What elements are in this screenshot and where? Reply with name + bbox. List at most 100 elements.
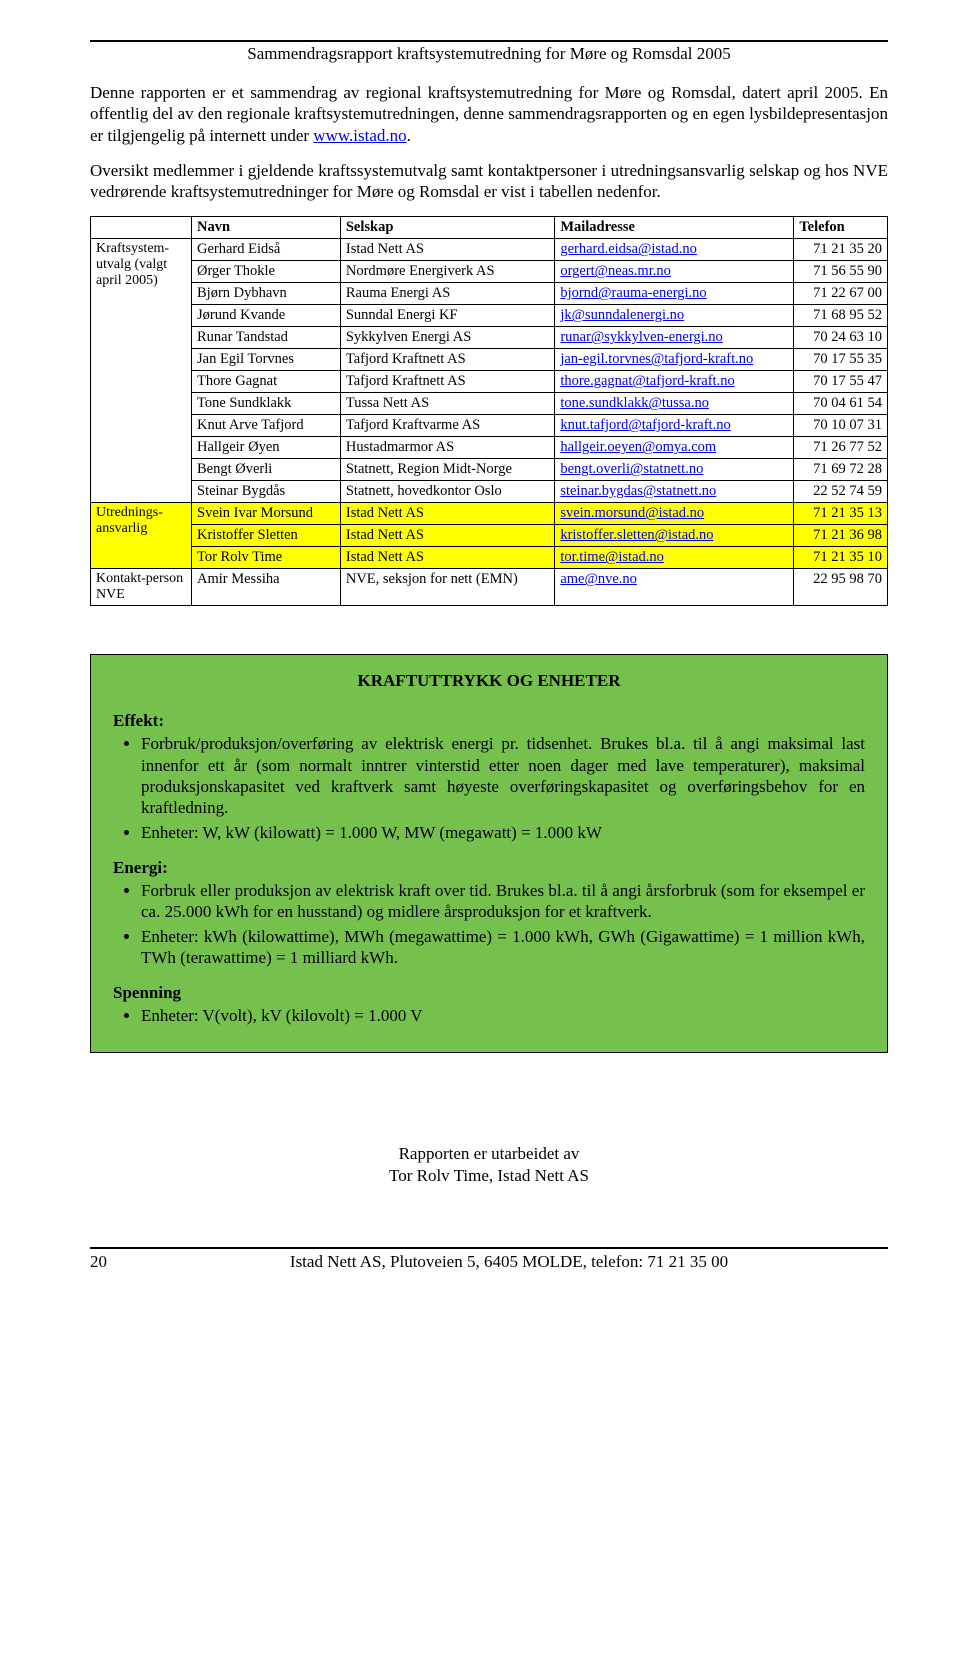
col-selskap: Selskap [340, 217, 554, 239]
header-rule [90, 40, 888, 42]
footer-text: Istad Nett AS, Plutoveien 5, 6405 MOLDE,… [130, 1252, 888, 1272]
cell-phone: 70 24 63 10 [794, 327, 888, 349]
mail-link[interactable]: runar@sykkylven-energi.no [560, 329, 722, 345]
bullet-item: Enheter: kWh (kilowattime), MWh (megawat… [141, 926, 865, 969]
contacts-table: Navn Selskap Mailadresse Telefon Kraftsy… [90, 216, 888, 606]
group-label: Kraftsystem-utvalg (valgt april 2005) [91, 239, 192, 503]
cell-name: Runar Tandstad [192, 327, 341, 349]
cell-company: Tafjord Kraftnett AS [340, 349, 554, 371]
prepared-line-2: Tor Rolv Time, Istad Nett AS [389, 1166, 589, 1185]
mail-link[interactable]: gerhard.eidsa@istad.no [560, 241, 697, 257]
cell-name: Bjørn Dybhavn [192, 283, 341, 305]
group-label: Utrednings-ansvarlig [91, 503, 192, 569]
page-footer: 20 Istad Nett AS, Plutoveien 5, 6405 MOL… [90, 1247, 888, 1272]
cell-phone: 70 17 55 47 [794, 371, 888, 393]
cell-name: Svein Ivar Morsund [192, 503, 341, 525]
definitions-box: KRAFTUTTRYKK OG ENHETER Effekt:Forbruk/p… [90, 654, 888, 1053]
bullet-item: Enheter: W, kW (kilowatt) = 1.000 W, MW … [141, 822, 865, 843]
mail-link[interactable]: bengt.overli@statnett.no [560, 461, 703, 477]
mail-link[interactable]: tor.time@istad.no [560, 549, 664, 565]
cell-mail: tor.time@istad.no [555, 547, 794, 569]
mail-link[interactable]: thore.gagnat@tafjord-kraft.no [560, 373, 734, 389]
cell-mail: jan-egil.torvnes@tafjord-kraft.no [555, 349, 794, 371]
cell-mail: kristoffer.sletten@istad.no [555, 525, 794, 547]
table-row: Runar TandstadSykkylven Energi AS runar@s… [91, 327, 888, 349]
bullet-list: Forbruk eller produksjon av elektrisk kr… [113, 880, 865, 969]
cell-name: Knut Arve Tafjord [192, 415, 341, 437]
page-header-title: Sammendragsrapport kraftsystemutredning … [90, 44, 888, 64]
bullet-item: Enheter: V(volt), kV (kilovolt) = 1.000 … [141, 1005, 865, 1026]
table-row: Jan Egil TorvnesTafjord Kraftnett AS jan-… [91, 349, 888, 371]
mail-link[interactable]: jk@sunndalenergi.no [560, 307, 684, 323]
cell-phone: 71 26 77 52 [794, 437, 888, 459]
cell-company: Istad Nett AS [340, 239, 554, 261]
col-telefon: Telefon [794, 217, 888, 239]
intro-paragraph-2: Oversikt medlemmer i gjeldende kraftssys… [90, 160, 888, 203]
intro-block: Denne rapporten er et sammendrag av regi… [90, 82, 888, 202]
col-navn: Navn [192, 217, 341, 239]
cell-phone: 71 68 95 52 [794, 305, 888, 327]
cell-name: Jan Egil Torvnes [192, 349, 341, 371]
table-row: Hallgeir ØyenHustadmarmor AS hallgeir.oey… [91, 437, 888, 459]
table-row: Utrednings-ansvarligSvein Ivar MorsundIs… [91, 503, 888, 525]
mail-link[interactable]: knut.tafjord@tafjord-kraft.no [560, 417, 730, 433]
table-row: Thore GagnatTafjord Kraftnett AS thore.ga… [91, 371, 888, 393]
cell-mail: tone.sundklakk@tussa.no [555, 393, 794, 415]
mail-link[interactable]: orgert@neas.mr.no [560, 263, 671, 279]
cell-company: Nordmøre Energiverk AS [340, 261, 554, 283]
cell-name: Gerhard Eidså [192, 239, 341, 261]
mail-link[interactable]: kristoffer.sletten@istad.no [560, 527, 713, 543]
table-row: Knut Arve TafjordTafjord Kraftvarme AS kn… [91, 415, 888, 437]
cell-name: Kristoffer Sletten [192, 525, 341, 547]
cell-name: Ørger Thokle [192, 261, 341, 283]
cell-mail: jk@sunndalenergi.no [555, 305, 794, 327]
bullet-list: Forbruk/produksjon/overføring av elektri… [113, 733, 865, 843]
table-row: Ørger ThokleNordmøre Energiverk AS orgert… [91, 261, 888, 283]
cell-mail: orgert@neas.mr.no [555, 261, 794, 283]
cell-company: Rauma Energi AS [340, 283, 554, 305]
cell-phone: 71 56 55 90 [794, 261, 888, 283]
cell-name: Steinar Bygdås [192, 481, 341, 503]
table-row: Kraftsystem-utvalg (valgt april 2005)Ger… [91, 239, 888, 261]
intro-link[interactable]: www.istad.no [313, 126, 406, 145]
mail-link[interactable]: steinar.bygdas@statnett.no [560, 483, 716, 499]
mail-link[interactable]: svein.morsund@istad.no [560, 505, 704, 521]
table-row: Kristoffer SlettenIstad Nett ASkristoffe… [91, 525, 888, 547]
cell-name: Thore Gagnat [192, 371, 341, 393]
col-mail: Mailadresse [555, 217, 794, 239]
cell-name: Tone Sundklakk [192, 393, 341, 415]
cell-phone: 22 95 98 70 [794, 569, 888, 606]
cell-mail: hallgeir.oeyen@omya.com [555, 437, 794, 459]
cell-name: Hallgeir Øyen [192, 437, 341, 459]
footer-rule [90, 1247, 888, 1249]
cell-mail: bengt.overli@statnett.no [555, 459, 794, 481]
cell-company: Tafjord Kraftnett AS [340, 371, 554, 393]
cell-mail: bjornd@rauma-energi.no [555, 283, 794, 305]
cell-name: Jørund Kvande [192, 305, 341, 327]
cell-company: Sykkylven Energi AS [340, 327, 554, 349]
intro-p1-text-b: . [407, 126, 411, 145]
bullet-item: Forbruk/produksjon/overføring av elektri… [141, 733, 865, 818]
cell-mail: ame@nve.no [555, 569, 794, 606]
table-row: Steinar BygdåsStatnett, hovedkontor Oslo… [91, 481, 888, 503]
mail-link[interactable]: ame@nve.no [560, 571, 637, 587]
table-row: Tone SundklakkTussa Nett AStone.sundklak… [91, 393, 888, 415]
mail-link[interactable]: tone.sundklakk@tussa.no [560, 395, 709, 411]
cell-company: Istad Nett AS [340, 547, 554, 569]
cell-company: NVE, seksjon for nett (EMN) [340, 569, 554, 606]
header-spacer [91, 217, 192, 239]
section-label: Spenning [113, 983, 865, 1003]
cell-company: Istad Nett AS [340, 503, 554, 525]
page-number: 20 [90, 1252, 130, 1272]
mail-link[interactable]: hallgeir.oeyen@omya.com [560, 439, 716, 455]
mail-link[interactable]: jan-egil.torvnes@tafjord-kraft.no [560, 351, 753, 367]
cell-company: Statnett, Region Midt-Norge [340, 459, 554, 481]
table-row: Bjørn DybhavnRauma Energi AS bjornd@rauma… [91, 283, 888, 305]
table-row: Kontakt-person NVEAmir MessihaNVE, seksj… [91, 569, 888, 606]
cell-company: Tafjord Kraftvarme AS [340, 415, 554, 437]
mail-link[interactable]: bjornd@rauma-energi.no [560, 285, 706, 301]
intro-p1-text-a: Denne rapporten er et sammendrag av regi… [90, 83, 888, 145]
cell-company: Hustadmarmor AS [340, 437, 554, 459]
table-row: Bengt ØverliStatnett, Region Midt-Norgeb… [91, 459, 888, 481]
section-label: Energi: [113, 858, 865, 878]
